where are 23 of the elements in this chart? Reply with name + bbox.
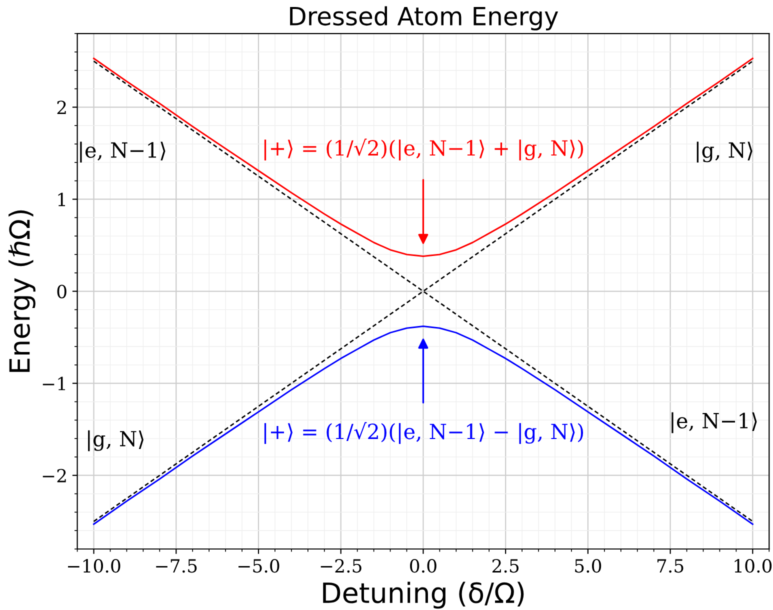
annotation: |g, N⟩	[696, 142, 752, 163]
annotation: |e, N−1⟩	[672, 412, 757, 434]
y-tick-label: −2	[42, 468, 66, 482]
y-tick-label: −1	[42, 376, 66, 390]
x-tick-label: −2.5	[320, 559, 362, 573]
x-tick-label: 2.5	[492, 559, 519, 573]
x-tick-label: 0.0	[410, 559, 436, 573]
x-axis-title: Detuning (δ/Ω)	[323, 582, 524, 609]
y-axis-title: Energy (ℏΩ)	[8, 210, 36, 372]
x-tick-label: −5.0	[238, 559, 280, 573]
annotation: |g, N⟩	[88, 430, 144, 452]
chart-title: Dressed Atom Energy	[290, 6, 558, 30]
y-tick-label: 2	[57, 100, 66, 114]
annotation: |+⟩ = (1/√2)(|e, N−1⟩ − |g, N⟩)	[264, 422, 584, 444]
y-tick-label: 1	[58, 192, 66, 206]
y-tick-label: 0	[57, 284, 66, 298]
x-tick-label: −10.0	[68, 559, 120, 573]
x-tick-label: 7.5	[657, 559, 684, 573]
x-tick-label: 5.0	[575, 559, 602, 573]
annotation: |+⟩ = (1/√2)(|e, N−1⟩ + |g, N⟩)	[264, 138, 584, 160]
x-tick-label: −7.5	[156, 559, 197, 573]
x-tick-label: 10.0	[734, 559, 772, 573]
annotation: |e, N−1⟩	[80, 142, 166, 163]
